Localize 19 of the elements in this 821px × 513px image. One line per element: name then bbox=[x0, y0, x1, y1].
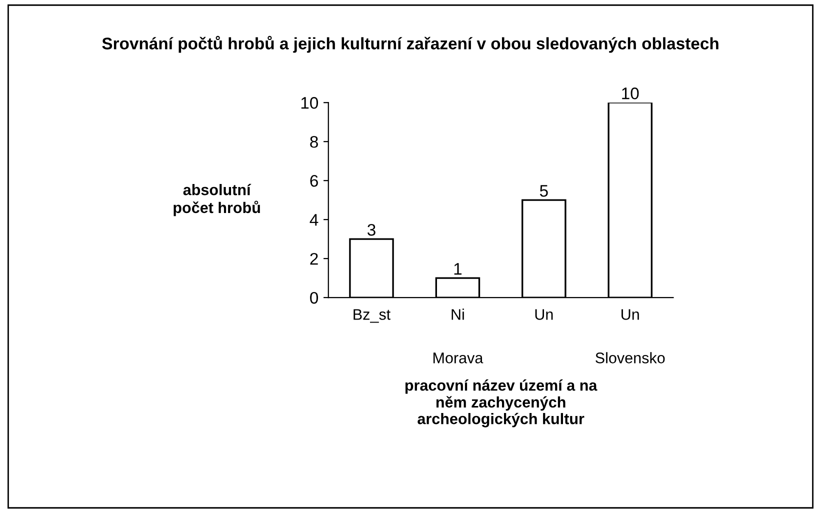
data-label: 1 bbox=[454, 263, 462, 275]
x-tick-label: Un bbox=[622, 309, 639, 320]
y-tick-label: 4 bbox=[310, 214, 318, 226]
y-tick-label: 0 bbox=[310, 292, 318, 304]
y-tick-label: 10 bbox=[301, 97, 318, 109]
data-label: 10 bbox=[622, 88, 639, 100]
x-axis-title: pracovní název území a na něm zachycených archeologických kultur bbox=[405, 379, 598, 428]
chart-title: Srovnání počtů hrobů a jejich kulturní zařazení v obou sledovaných oblastech bbox=[102, 36, 718, 53]
y-tick-label: 6 bbox=[310, 174, 318, 187]
x-tick-label: Bz_st bbox=[354, 309, 390, 323]
data-label: 3 bbox=[368, 224, 376, 236]
x-tick-label: Un bbox=[535, 309, 553, 320]
text: Morava bbox=[433, 352, 484, 364]
data-label: 5 bbox=[540, 185, 548, 197]
text: Slovensko bbox=[596, 352, 665, 364]
x-tick-label: Ni bbox=[452, 308, 464, 320]
y-tick-label: 2 bbox=[310, 252, 318, 265]
y-tick-label: 8 bbox=[310, 136, 318, 148]
y-axis-title: absolutní počet hrobů bbox=[174, 184, 260, 216]
